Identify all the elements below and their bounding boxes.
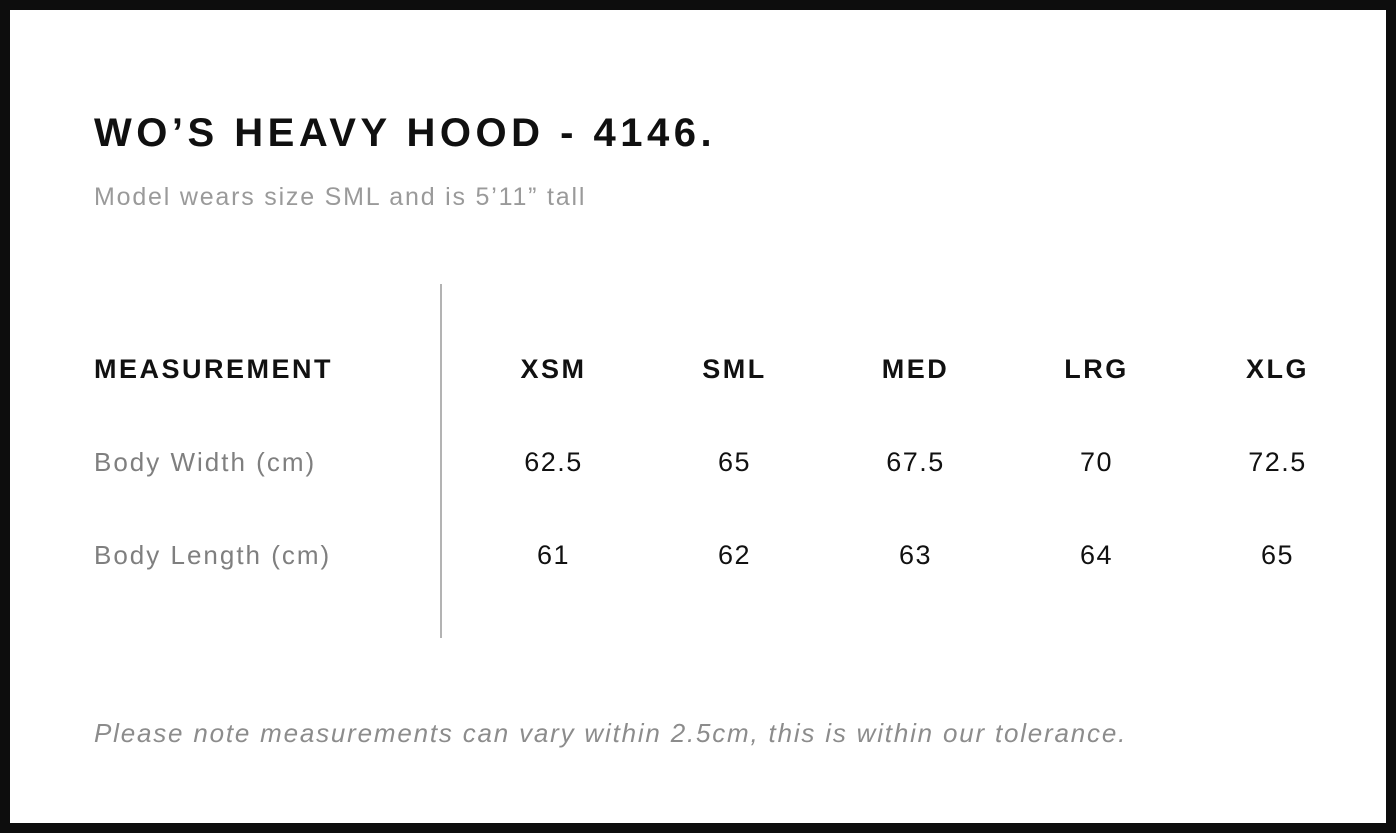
row-label-body-width: Body Width (cm) xyxy=(94,447,317,477)
body-width-med: 67.5 xyxy=(886,447,945,477)
body-length-xsm: 61 xyxy=(536,540,571,570)
tolerance-note: Please note measurements can vary within… xyxy=(94,718,1128,748)
body-width-lrg: 70 xyxy=(1079,447,1114,477)
page-title: WO’S HEAVY HOOD - 4146. xyxy=(94,111,717,155)
body-width-sml: 65 xyxy=(717,447,752,477)
model-size-subtitle: Model wears size SML and is 5’11” tall xyxy=(94,183,587,211)
body-length-sml: 62 xyxy=(717,540,752,570)
body-width-xsm: 62.5 xyxy=(524,447,583,477)
body-length-lrg: 64 xyxy=(1079,540,1114,570)
column-header-measurement: MEASUREMENT xyxy=(94,354,334,384)
column-header-med: MED xyxy=(881,354,950,384)
column-header-sml: SML xyxy=(702,354,767,384)
size-measurement-table: MEASUREMENT XSM SML MED LRG XLG Body Wid… xyxy=(94,323,1368,602)
body-length-xlg: 65 xyxy=(1260,540,1295,570)
column-divider-line xyxy=(440,284,442,638)
column-header-xsm: XSM xyxy=(520,354,587,384)
body-length-med: 63 xyxy=(898,540,933,570)
column-header-lrg: LRG xyxy=(1064,354,1129,384)
column-header-xlg: XLG xyxy=(1245,354,1309,384)
row-label-body-length: Body Length (cm) xyxy=(94,540,332,570)
body-width-xlg: 72.5 xyxy=(1248,447,1307,477)
